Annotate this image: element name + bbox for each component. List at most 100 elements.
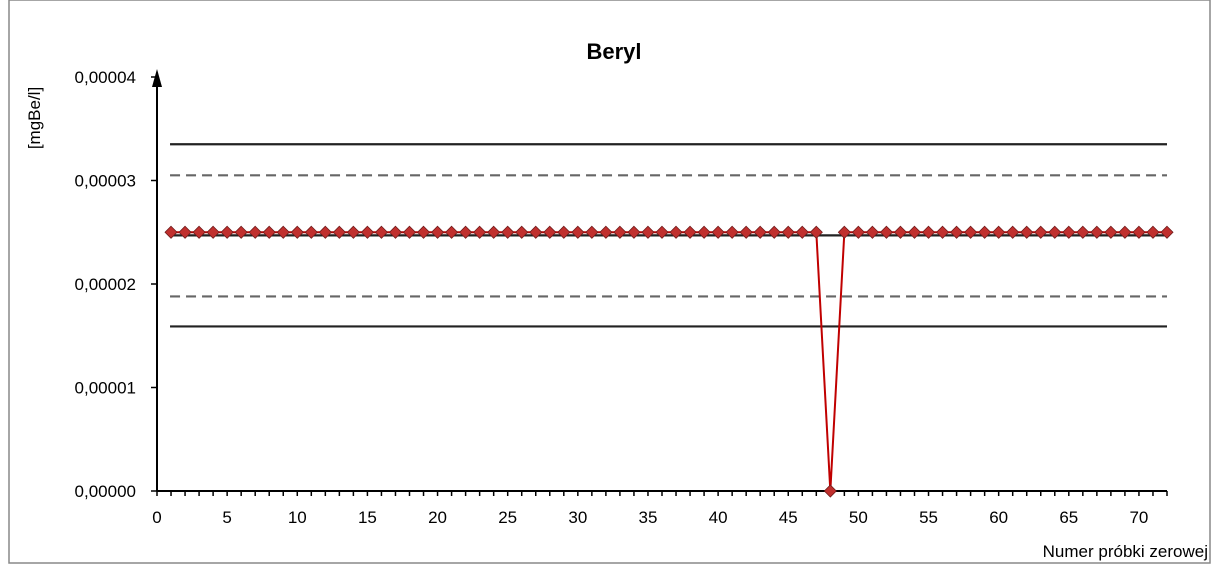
data-point [809,225,823,239]
x-axis-title: Numer próbki zerowej [1043,542,1208,561]
data-point [234,225,248,239]
x-tick-label: 60 [989,508,1008,527]
data-point [487,225,501,239]
y-axis-title: [mgBe/l] [25,87,44,149]
data-point [950,225,964,239]
data-point [445,225,459,239]
data-point [164,225,178,239]
x-tick-label: 50 [849,508,868,527]
x-tick-label: 65 [1059,508,1078,527]
data-point [374,225,389,239]
x-tick-label: 20 [428,508,447,527]
data-point [515,225,529,239]
data-point [1090,225,1104,239]
data-point [795,225,809,239]
chart-border [8,0,1211,564]
data-point [360,225,374,239]
data-point [1034,225,1048,239]
series [164,225,1174,498]
data-point [1104,225,1118,239]
data-point [767,225,781,239]
data-point [192,225,206,239]
data-point [248,225,262,239]
data-point [921,225,936,239]
data-point [739,225,753,239]
data-point [1160,225,1174,239]
y-tick-label: 0,00001 [75,379,136,398]
data-point [276,225,290,239]
y-tick-label: 0,00004 [75,68,136,87]
data-point [1146,225,1160,239]
data-point [402,225,417,239]
x-tick-label: 40 [709,508,728,527]
data-point [893,225,908,239]
data-point [1076,225,1090,239]
x-tick-label: 70 [1129,508,1148,527]
x-tick-label: 15 [358,508,377,527]
x-tick-label: 0 [152,508,161,527]
data-point [262,225,276,239]
data-point [416,225,431,239]
data-point [978,225,992,239]
data-point [220,225,234,239]
data-point [725,225,739,239]
data-point [669,225,683,239]
data-point [1132,225,1146,239]
data-point [781,225,795,239]
data-point [823,484,837,498]
data-point [459,225,473,239]
data-point [711,225,725,239]
data-point [430,225,445,239]
y-tick-label: 0,00003 [75,172,136,191]
data-point [290,225,304,239]
x-tick-label: 55 [919,508,938,527]
data-point [304,225,318,239]
data-point [753,225,767,239]
x-tick-label: 10 [288,508,307,527]
data-point [543,225,557,239]
y-axis-arrow [152,69,162,87]
y-tick-label: 0,00002 [75,275,136,294]
data-point [206,225,220,239]
data-point [613,225,627,239]
x-tick-label: 5 [222,508,231,527]
data-point [837,225,851,239]
data-point [697,225,711,239]
data-point [879,225,894,239]
data-point [332,225,346,239]
x-ticks: 0 5 10 15 20 25 30 35 40 45 50 55 60 65 70 [152,491,1168,527]
data-point [178,225,192,239]
data-point [1020,225,1034,239]
data-point [1062,225,1076,239]
data-point [529,225,543,239]
data-point [318,225,332,239]
data-point [1006,225,1020,239]
x-tick-label: 35 [639,508,658,527]
data-point [557,225,571,239]
x-tick-label: 45 [779,508,798,527]
data-point [865,225,879,239]
y-tick-label: 0,00000 [75,482,136,501]
chart-title: Beryl [586,39,641,64]
y-ticks: 0,00000 0,00001 0,00002 0,00003 0,00004 [75,68,157,501]
data-point [346,225,360,239]
data-point [627,225,641,239]
data-point [585,225,599,239]
data-point [935,225,950,239]
data-point [1118,225,1132,239]
data-point [599,225,613,239]
data-point [641,225,655,239]
data-point [683,225,697,239]
x-tick-label: 30 [568,508,587,527]
data-point [1048,225,1062,239]
data-point [964,225,978,239]
data-point [473,225,487,239]
data-point [501,225,515,239]
data-point [907,225,922,239]
data-point [851,225,865,239]
data-point [655,225,669,239]
data-point [992,225,1006,239]
data-point [388,225,403,239]
